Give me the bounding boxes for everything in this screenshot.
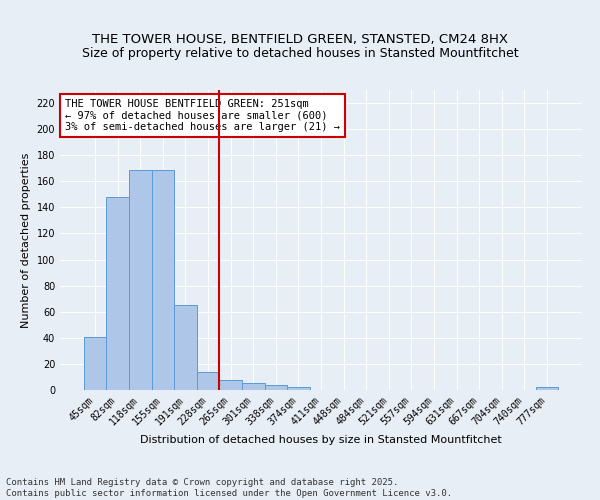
Bar [197,372,220,390]
Bar [129,170,152,390]
X-axis label: Distribution of detached houses by size in Stansted Mountfitchet: Distribution of detached houses by size … [140,435,502,445]
Bar [174,305,197,390]
Bar [287,388,310,390]
Text: Contains HM Land Registry data © Crown copyright and database right 2025.
Contai: Contains HM Land Registry data © Crown c… [6,478,452,498]
Bar [265,385,287,390]
Bar [106,197,129,390]
Bar [220,380,242,390]
Text: THE TOWER HOUSE BENTFIELD GREEN: 251sqm
← 97% of detached houses are smaller (60: THE TOWER HOUSE BENTFIELD GREEN: 251sqm … [65,99,340,132]
Bar [242,384,265,390]
Y-axis label: Number of detached properties: Number of detached properties [21,152,31,328]
Bar [536,388,558,390]
Bar [152,170,174,390]
Text: THE TOWER HOUSE, BENTFIELD GREEN, STANSTED, CM24 8HX: THE TOWER HOUSE, BENTFIELD GREEN, STANST… [92,32,508,46]
Text: Size of property relative to detached houses in Stansted Mountfitchet: Size of property relative to detached ho… [82,48,518,60]
Bar [84,336,106,390]
